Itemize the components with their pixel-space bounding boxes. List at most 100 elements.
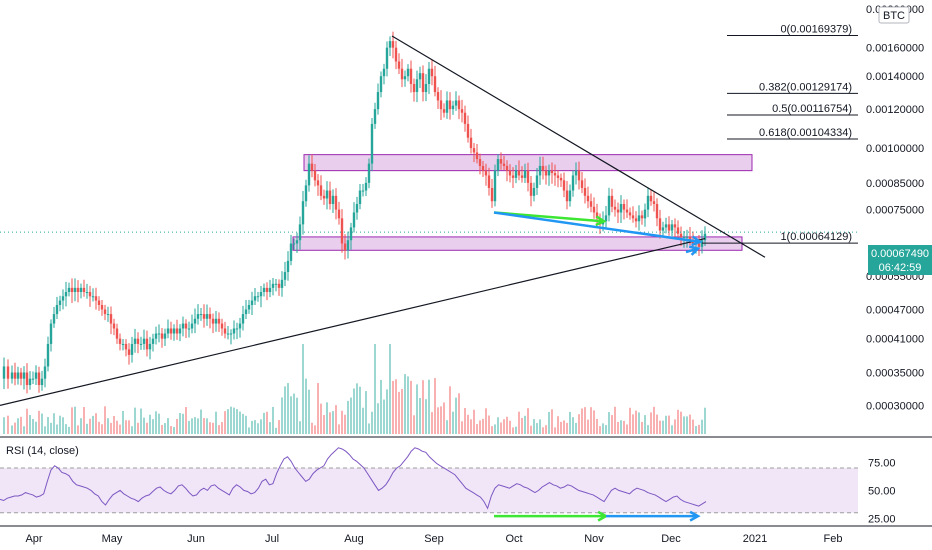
candle-body [379,76,383,93]
candle-body [460,109,464,113]
candle-body [241,314,245,324]
time-tick-label: Sep [424,533,444,545]
candle-body [82,287,86,293]
volume-bar [23,426,25,434]
volume-bar [527,408,529,434]
time-tick-label: Nov [584,533,604,545]
price-tick-label: 0.00120000 [866,104,924,116]
volume-bar [449,386,451,434]
time-tick-label: Jul [265,533,279,545]
time-tick-label: May [102,533,123,545]
candle-body [547,170,551,176]
volume-bar [644,415,646,434]
candle-body [382,68,386,77]
candle-body [304,185,308,202]
volume-bar [509,420,511,434]
candle-body [148,343,152,350]
candle-body [496,159,500,171]
time-tick-label: Oct [505,533,522,545]
candle-body [412,83,416,93]
volume-bar [317,382,319,434]
volume-bar [335,405,337,434]
volume-bar [353,388,355,434]
time-axis[interactable]: Apr May Jun Jul Aug Sep Oct Nov Dec 2021 Feb [25,533,842,545]
rsi-arrows [494,510,701,522]
candle-body [523,170,527,178]
candle-body [145,338,149,350]
candle-body [19,372,23,379]
candle-body [100,304,104,310]
candle-body [268,287,272,293]
candle-body [163,333,167,339]
volume-bar [14,422,16,434]
candle-body [550,170,554,174]
volume-bar [125,420,127,434]
time-tick-label: 2021 [743,533,767,545]
price-tick-label: 0.00085000 [866,178,924,190]
volume-bar [173,426,175,434]
volume-bar [563,420,565,434]
candle-body [487,175,491,188]
candle-body [673,224,677,228]
volume-bar [209,422,211,434]
volume-bar [20,416,22,434]
last-price-badge: 0.00067490 06:42:59 [868,245,932,275]
candle-body [661,227,665,231]
volume-bar [38,410,40,434]
volume-bar [62,417,64,434]
price-tick-label: 0.00075000 [866,205,924,217]
candle-body [157,333,161,335]
candle-body [133,338,137,344]
volume-bar [41,413,43,434]
candle-body [508,170,512,176]
volume-bar [530,425,532,434]
blue-arrow-small-head [688,245,701,256]
price-axis[interactable]: 0.002000000.001600000.001400000.00120000… [866,4,924,412]
candle-body [136,338,140,344]
volume-bar [311,422,313,434]
volume-bar [323,415,325,434]
volume-bar [89,418,91,434]
volume-bar [254,420,256,434]
volume-bar [395,379,397,434]
candle-body [313,170,317,181]
volume-bar [350,397,352,434]
candle-body [553,173,557,176]
volume-bar [302,344,304,434]
volume-bar [482,418,484,434]
fib-level-label: 0(0.00169379) [780,24,852,36]
volume-bar [167,418,169,434]
volume-bar [368,423,370,434]
candle-body [76,287,80,293]
candle-body [283,272,287,280]
candle-body [244,309,248,315]
rsi-axis[interactable]: 75.00 50.00 25.00 [868,457,896,525]
candle-body [472,148,476,153]
volume-bar [266,411,268,434]
candle-body [22,372,26,379]
candle-body [388,41,392,48]
candle-body [649,195,653,202]
volume-bar [467,414,469,434]
volume-bar [146,422,148,434]
volume-bar [227,409,229,434]
candle-body [583,187,587,196]
volume-bar [557,416,559,434]
candle-body [625,209,629,213]
volume-bar [176,418,178,434]
candle-body [607,195,611,216]
candle-body [223,328,227,334]
candle-body [256,296,260,298]
ascending-trendline [0,237,706,407]
candle-body [274,283,278,285]
candle-body [544,170,548,176]
last-price-box [868,245,932,275]
time-tick-label: Jun [187,533,205,545]
volume-bar [629,407,631,434]
candle-body [688,236,692,241]
candle-body [616,209,620,213]
volume-bar [494,424,496,434]
candle-body [526,170,530,183]
volume-bar [284,386,286,434]
